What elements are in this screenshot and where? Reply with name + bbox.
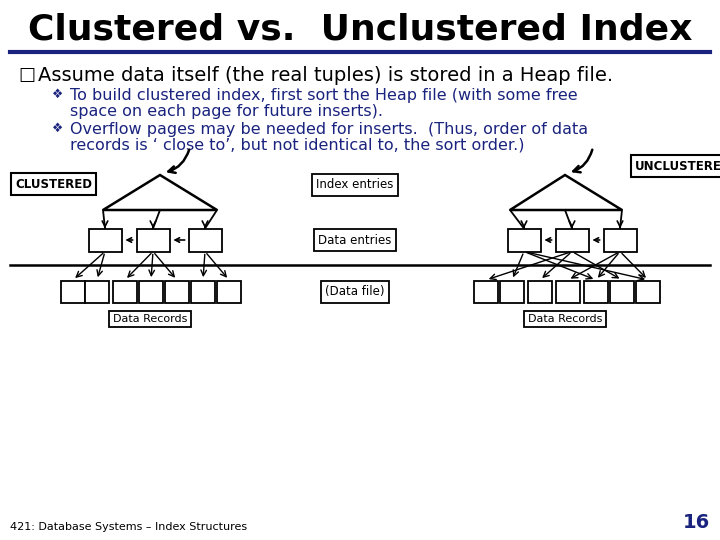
Bar xyxy=(89,228,122,252)
Bar xyxy=(139,281,163,303)
Bar xyxy=(137,228,169,252)
Bar xyxy=(584,281,608,303)
Bar xyxy=(165,281,189,303)
Text: ❖: ❖ xyxy=(52,88,63,101)
Text: Index entries: Index entries xyxy=(316,179,394,192)
Bar xyxy=(556,281,580,303)
Bar xyxy=(500,281,524,303)
Text: Assume data itself (the real tuples) is stored in a Heap file.: Assume data itself (the real tuples) is … xyxy=(38,66,613,85)
Bar xyxy=(603,228,636,252)
Text: □: □ xyxy=(18,66,35,84)
Text: Clustered vs.  Unclustered Index: Clustered vs. Unclustered Index xyxy=(28,13,692,47)
Text: 421: Database Systems – Index Structures: 421: Database Systems – Index Structures xyxy=(10,522,247,532)
Bar xyxy=(191,281,215,303)
Text: Data entries: Data entries xyxy=(318,233,392,246)
Bar xyxy=(528,281,552,303)
Bar xyxy=(217,281,241,303)
Text: (Data file): (Data file) xyxy=(325,286,384,299)
Text: ❖: ❖ xyxy=(52,122,63,135)
Bar xyxy=(556,228,588,252)
Text: Data Records: Data Records xyxy=(528,314,602,324)
Bar xyxy=(636,281,660,303)
Bar xyxy=(508,228,541,252)
Text: 16: 16 xyxy=(683,513,710,532)
Text: Overflow pages may be needed for inserts.  (Thus, order of data: Overflow pages may be needed for inserts… xyxy=(70,122,588,137)
Text: UNCLUSTERED: UNCLUSTERED xyxy=(635,159,720,172)
Bar xyxy=(113,281,137,303)
Bar xyxy=(474,281,498,303)
Text: CLUSTERED: CLUSTERED xyxy=(15,178,92,191)
Bar xyxy=(85,281,109,303)
Text: Data Records: Data Records xyxy=(113,314,187,324)
Bar xyxy=(61,281,85,303)
Bar xyxy=(189,228,222,252)
Text: records is ‘ close to’, but not identical to, the sort order.): records is ‘ close to’, but not identica… xyxy=(70,138,524,153)
Bar xyxy=(610,281,634,303)
Text: space on each page for future inserts).: space on each page for future inserts). xyxy=(70,104,383,119)
Text: To build clustered index, first sort the Heap file (with some free: To build clustered index, first sort the… xyxy=(70,88,577,103)
